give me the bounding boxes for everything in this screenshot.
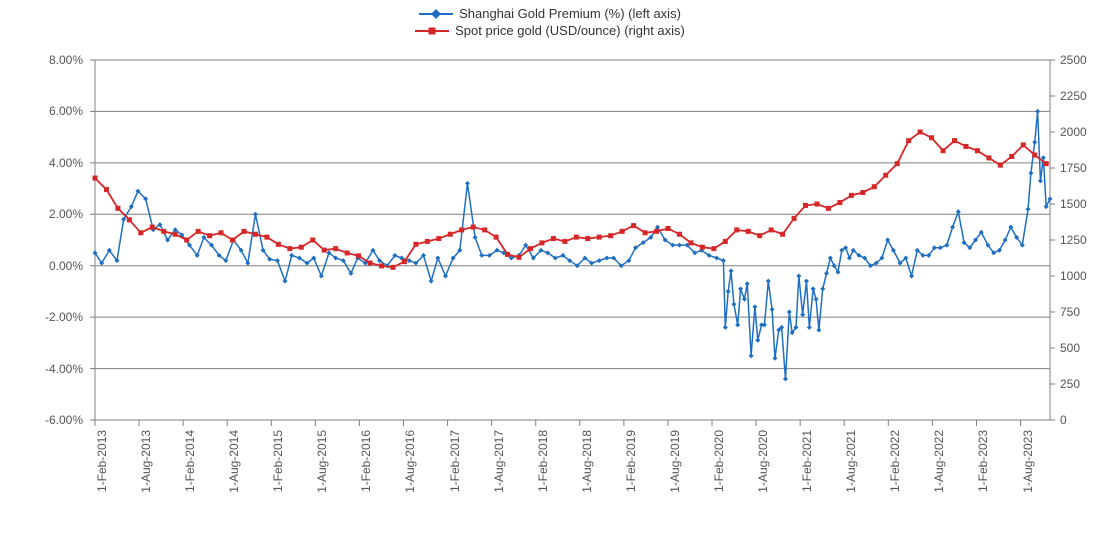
y-left-tick-label: -4.00% [0,362,83,376]
y-right-tick-label: 1250 [1060,233,1087,247]
y-right-tick-label: 2500 [1060,53,1087,67]
y-right-tick-label: 750 [1060,305,1080,319]
x-tick-label: 1-Aug-2015 [315,430,329,493]
y-right-tick-label: 2250 [1060,89,1087,103]
y-right-tick-label: 0 [1060,413,1067,427]
x-tick-label: 1-Feb-2021 [800,430,814,492]
x-tick-label: 1-Feb-2022 [888,430,902,492]
x-tick-label: 1-Feb-2020 [712,430,726,492]
x-tick-label: 1-Aug-2019 [668,430,682,493]
gold-premium-chart: Shanghai Gold Premium (%) (left axis) Sp… [0,0,1100,542]
y-right-tick-label: 2000 [1060,125,1087,139]
x-tick-label: 1-Aug-2023 [1021,430,1035,493]
y-left-tick-label: 4.00% [0,156,83,170]
x-tick-label: 1-Aug-2016 [403,430,417,493]
y-left-tick-label: 0.00% [0,259,83,273]
x-tick-label: 1-Feb-2015 [271,430,285,492]
y-left-tick-label: -6.00% [0,413,83,427]
y-left-tick-label: -2.00% [0,310,83,324]
y-right-tick-label: 250 [1060,377,1080,391]
x-tick-label: 1-Feb-2023 [976,430,990,492]
x-tick-label: 1-Aug-2020 [756,430,770,493]
y-left-tick-label: 8.00% [0,53,83,67]
y-right-tick-label: 500 [1060,341,1080,355]
y-right-tick-label: 1500 [1060,197,1087,211]
x-tick-label: 1-Aug-2013 [139,430,153,493]
y-left-tick-label: 2.00% [0,207,83,221]
y-right-tick-label: 1000 [1060,269,1087,283]
x-tick-label: 1-Feb-2016 [359,430,373,492]
x-tick-label: 1-Aug-2018 [580,430,594,493]
x-tick-label: 1-Feb-2019 [624,430,638,492]
x-tick-label: 1-Feb-2013 [95,430,109,492]
x-tick-label: 1-Aug-2021 [844,430,858,493]
x-tick-label: 1-Aug-2014 [227,430,241,493]
x-tick-label: 1-Aug-2017 [492,430,506,493]
x-tick-label: 1-Feb-2017 [448,430,462,492]
y-right-tick-label: 1750 [1060,161,1087,175]
x-tick-label: 1-Feb-2018 [536,430,550,492]
y-left-tick-label: 6.00% [0,104,83,118]
x-tick-label: 1-Feb-2014 [183,430,197,492]
x-tick-label: 1-Aug-2022 [932,430,946,493]
